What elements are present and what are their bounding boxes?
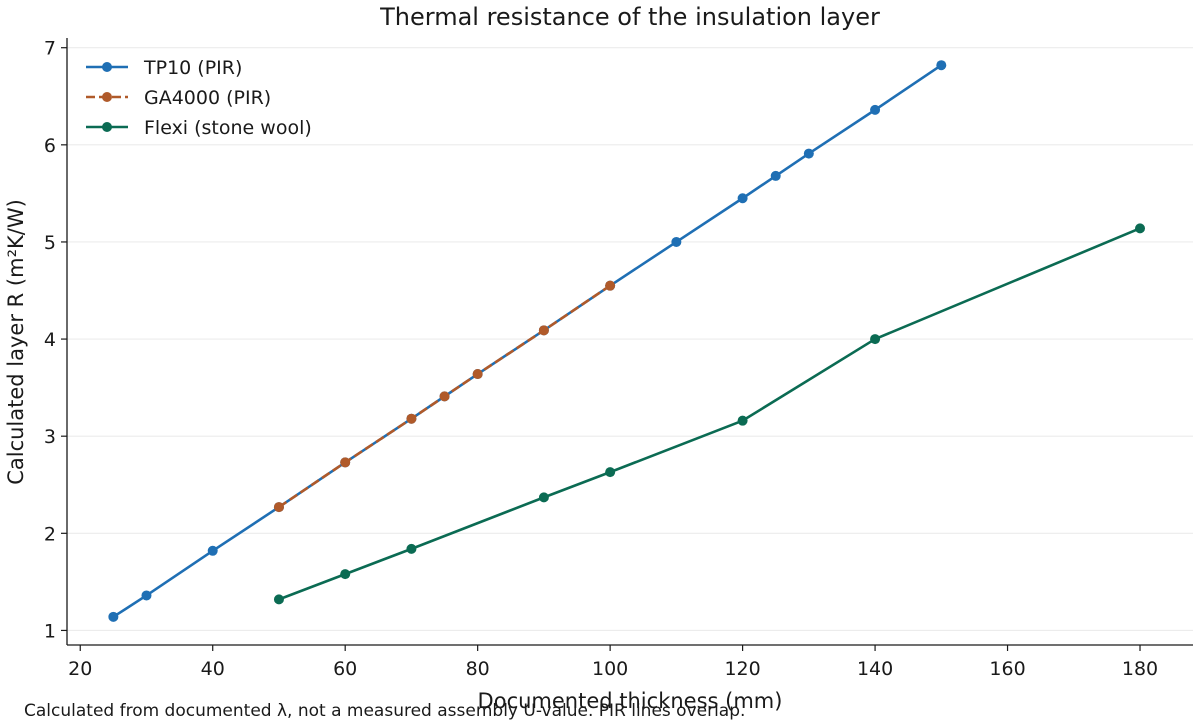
x-axis-label: Documented thickness (mm) [478, 689, 783, 713]
data-point [108, 611, 119, 622]
y-tick-label: 6 [44, 135, 56, 157]
data-point [141, 590, 152, 601]
legend-swatch-marker [102, 122, 112, 132]
legend: TP10 (PIR) GA4000 (PIR) Flexi (stone wool) [86, 57, 312, 139]
y-tick-label: 5 [44, 232, 56, 254]
data-point [340, 569, 351, 580]
data-point [1135, 223, 1146, 234]
data-point [803, 148, 814, 159]
x-tick-label: 60 [333, 658, 357, 680]
series-layer [108, 60, 1146, 622]
legend-item: GA4000 (PIR) [86, 87, 271, 109]
y-axis-label: Calculated layer R (m²K/W) [4, 199, 28, 485]
grid-lines [67, 47, 1193, 632]
data-point [538, 492, 549, 503]
series-line [278, 227, 1141, 601]
data-point [207, 545, 218, 556]
data-point [406, 413, 417, 424]
data-point [671, 236, 682, 247]
y-tick-label: 3 [44, 426, 56, 448]
legend-swatch-marker [102, 92, 112, 102]
x-tick-label: 160 [989, 658, 1025, 680]
data-point [870, 334, 881, 345]
data-point [340, 457, 351, 468]
y-tick-label: 7 [44, 38, 56, 60]
x-tick-label: 40 [201, 658, 225, 680]
y-tick-label: 4 [44, 329, 56, 351]
y-tick-label: 2 [44, 523, 56, 545]
data-point [406, 543, 417, 554]
legend-label: GA4000 (PIR) [144, 87, 271, 109]
footnote: Calculated from documented λ, not a meas… [24, 701, 745, 720]
data-point [737, 193, 748, 204]
series-1 [273, 280, 616, 513]
data-point [273, 594, 284, 605]
data-point [870, 104, 881, 115]
chart-title: Thermal resistance of the insulation lay… [379, 3, 880, 31]
x-tick-label: 80 [466, 658, 490, 680]
data-point [273, 502, 284, 513]
data-point [936, 60, 947, 71]
x-tick-label: 180 [1122, 658, 1158, 680]
data-point [605, 280, 616, 291]
x-tick-label: 120 [724, 658, 760, 680]
series-2 [273, 223, 1146, 605]
legend-swatch-marker [102, 62, 112, 72]
legend-label: Flexi (stone wool) [144, 117, 312, 139]
axes [66, 38, 1193, 646]
data-point [439, 391, 450, 402]
x-tick-label: 140 [857, 658, 893, 680]
data-point [472, 369, 483, 380]
data-point [770, 170, 781, 181]
x-tick-label: 20 [68, 658, 92, 680]
legend-item: TP10 (PIR) [86, 57, 242, 79]
y-tick-label: 1 [44, 620, 56, 642]
data-point [737, 415, 748, 426]
data-point [538, 325, 549, 336]
legend-label: TP10 (PIR) [143, 57, 242, 79]
legend-item: Flexi (stone wool) [86, 117, 312, 139]
x-ticks: 20 40 60 80 100 120 140 160 180 [68, 645, 1158, 680]
x-tick-label: 100 [592, 658, 628, 680]
data-point [605, 467, 616, 478]
series-line [112, 64, 943, 618]
y-ticks: 1 2 3 4 5 6 7 [44, 38, 67, 642]
